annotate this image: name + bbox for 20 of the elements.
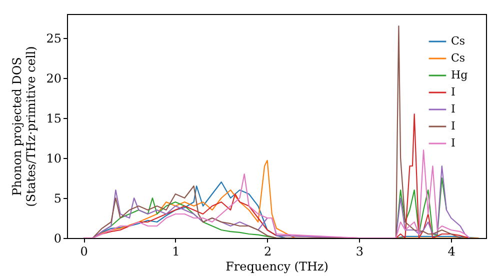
y-tick-label: 15 [46, 112, 62, 126]
legend-label: Cs [451, 34, 466, 48]
y-tick-label: 5 [54, 192, 62, 206]
x-tick-label: 4 [448, 244, 456, 258]
y-tick-label: 20 [46, 72, 62, 86]
legend-label: I [451, 136, 456, 150]
legend-label: I [451, 86, 456, 98]
legend-label: Cs [451, 52, 466, 64]
x-axis-title: Frequency (THz) [226, 260, 328, 274]
legend-label: Hg [451, 68, 468, 82]
y-tick-label: 10 [46, 152, 62, 166]
x-tick-label: 1 [172, 244, 180, 258]
legend-label: I [451, 102, 456, 116]
y-tick-label: 25 [46, 32, 62, 46]
x-tick-label: 0 [80, 244, 88, 258]
y-tick-label: 0 [54, 232, 62, 246]
y-axis-title: Phonon projected DOS (States/THz·primitive cell) [10, 46, 38, 207]
legend-label: I [451, 120, 456, 132]
x-tick-label: 3 [356, 244, 364, 258]
x-tick-label: 2 [264, 244, 272, 258]
